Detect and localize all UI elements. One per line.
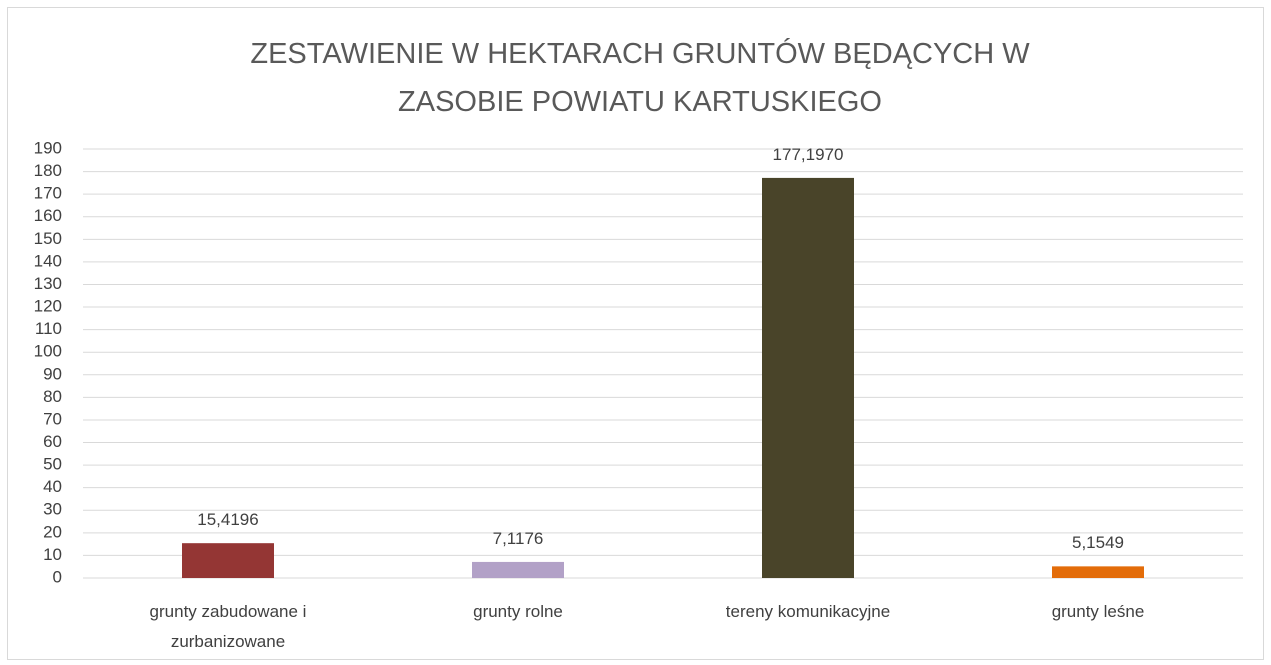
y-tick-label: 110 xyxy=(35,319,62,338)
x-tick-label: grunty zabudowane i zurbanizowane xyxy=(149,602,307,651)
data-label: 177,1970 xyxy=(772,144,844,164)
data-label: 5,1549 xyxy=(1072,533,1124,553)
y-tick-label: 120 xyxy=(34,297,62,316)
data-label: 15,4196 xyxy=(197,510,259,530)
bar xyxy=(472,561,564,578)
y-tick-label: 80 xyxy=(43,387,62,406)
y-tick-label: 130 xyxy=(34,274,62,293)
x-tick-label: grunty rolne xyxy=(473,602,563,621)
y-tick-label: 0 xyxy=(53,567,62,586)
y-tick-label: 30 xyxy=(43,500,62,519)
x-tick-label: grunty leśne xyxy=(1051,602,1145,621)
x-tick-label: tereny komunikacyjne xyxy=(725,602,891,621)
bar xyxy=(1052,566,1144,578)
y-tick-label: 10 xyxy=(43,545,62,564)
y-tick-label: 40 xyxy=(43,477,62,496)
y-tick-label: 140 xyxy=(34,251,62,270)
data-label: 7,1176 xyxy=(492,528,544,548)
y-tick-label: 190 xyxy=(34,138,62,157)
y-tick-label: 50 xyxy=(43,455,62,474)
y-tick-label: 100 xyxy=(34,342,62,361)
y-tick-label: 70 xyxy=(43,409,62,428)
chart-title: ZESTAWIENIE W HEKTARACH GRUNTÓW BĘDĄCYCH… xyxy=(250,38,1030,118)
bar xyxy=(762,177,854,578)
y-tick-label: 20 xyxy=(43,522,62,541)
y-tick-label: 150 xyxy=(34,229,62,248)
bar xyxy=(182,543,274,578)
y-tick-label: 90 xyxy=(43,364,62,383)
y-tick-label: 170 xyxy=(34,184,62,203)
y-tick-label: 180 xyxy=(34,161,62,180)
y-tick-label: 160 xyxy=(34,206,62,225)
y-tick-label: 60 xyxy=(43,432,62,451)
